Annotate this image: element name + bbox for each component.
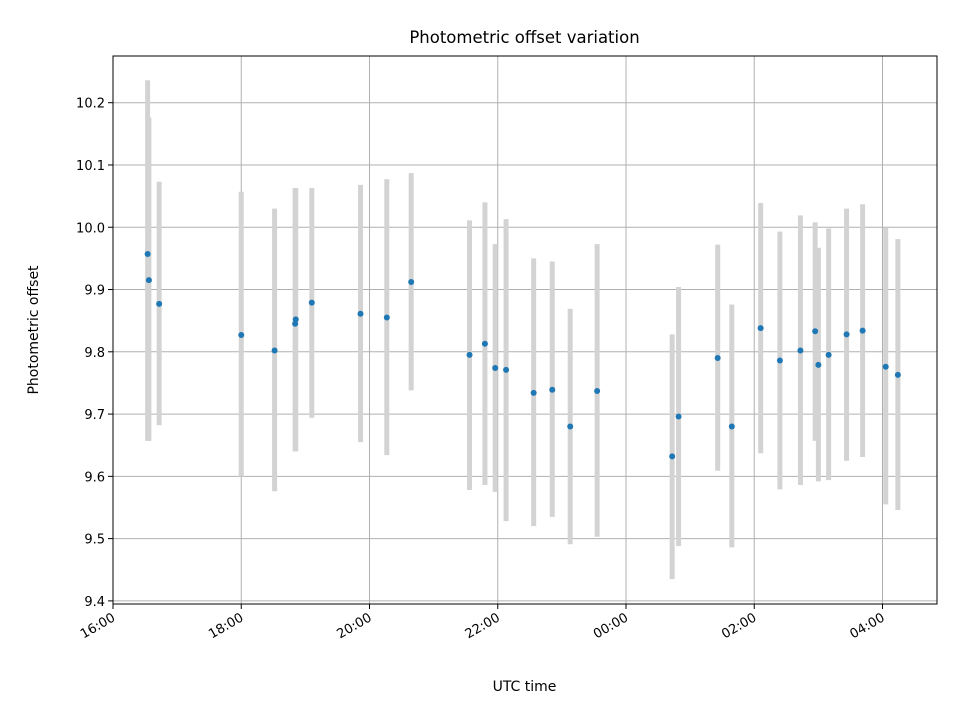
y-axis-label: Photometric offset <box>26 265 42 395</box>
data-point <box>408 279 415 286</box>
y-tick-label: 10.2 <box>76 97 105 112</box>
plot-frame <box>112 55 938 605</box>
data-point <box>728 423 735 430</box>
y-axis-ticks: 9.4 9.5 9.6 9.7 9.8 9.9 10.0 10.1 10.2 <box>76 97 113 610</box>
y-tick-label: 9.8 <box>84 346 105 361</box>
x-axis-label: UTC time <box>493 679 557 695</box>
data-point <box>238 331 245 338</box>
data-point <box>594 388 601 395</box>
data-point <box>894 371 901 378</box>
data-point <box>481 340 488 347</box>
data-point <box>156 300 163 307</box>
data-point <box>144 251 151 258</box>
y-tick-label: 9.6 <box>84 470 105 485</box>
data-point <box>308 299 315 306</box>
data-point <box>466 351 473 358</box>
y-tick-label: 10.1 <box>76 159 105 174</box>
data-point <box>757 325 764 332</box>
data-point <box>776 357 783 364</box>
data-point <box>859 327 866 334</box>
chart-title: Photometric offset variation <box>409 28 639 47</box>
data-point <box>714 355 721 362</box>
data-points <box>144 251 901 460</box>
y-tick-label: 9.4 <box>84 595 105 610</box>
data-point <box>825 351 832 358</box>
data-point <box>357 310 364 317</box>
data-point <box>567 423 574 430</box>
data-point <box>503 366 510 373</box>
data-point <box>145 277 152 284</box>
data-point <box>812 328 819 335</box>
data-point <box>815 361 822 368</box>
data-point <box>492 364 499 371</box>
data-point <box>271 347 278 354</box>
y-tick-label: 10.0 <box>76 221 105 236</box>
y-tick-label: 9.5 <box>84 533 105 548</box>
data-point <box>383 314 390 321</box>
data-point <box>882 363 889 370</box>
y-tick-label: 9.7 <box>84 408 105 423</box>
data-point <box>549 386 556 393</box>
data-point <box>669 453 676 460</box>
data-point <box>843 331 850 338</box>
data-point <box>292 316 299 323</box>
data-point <box>797 347 804 354</box>
data-point <box>530 389 537 396</box>
y-tick-label: 9.9 <box>84 284 105 299</box>
data-point <box>675 413 682 420</box>
